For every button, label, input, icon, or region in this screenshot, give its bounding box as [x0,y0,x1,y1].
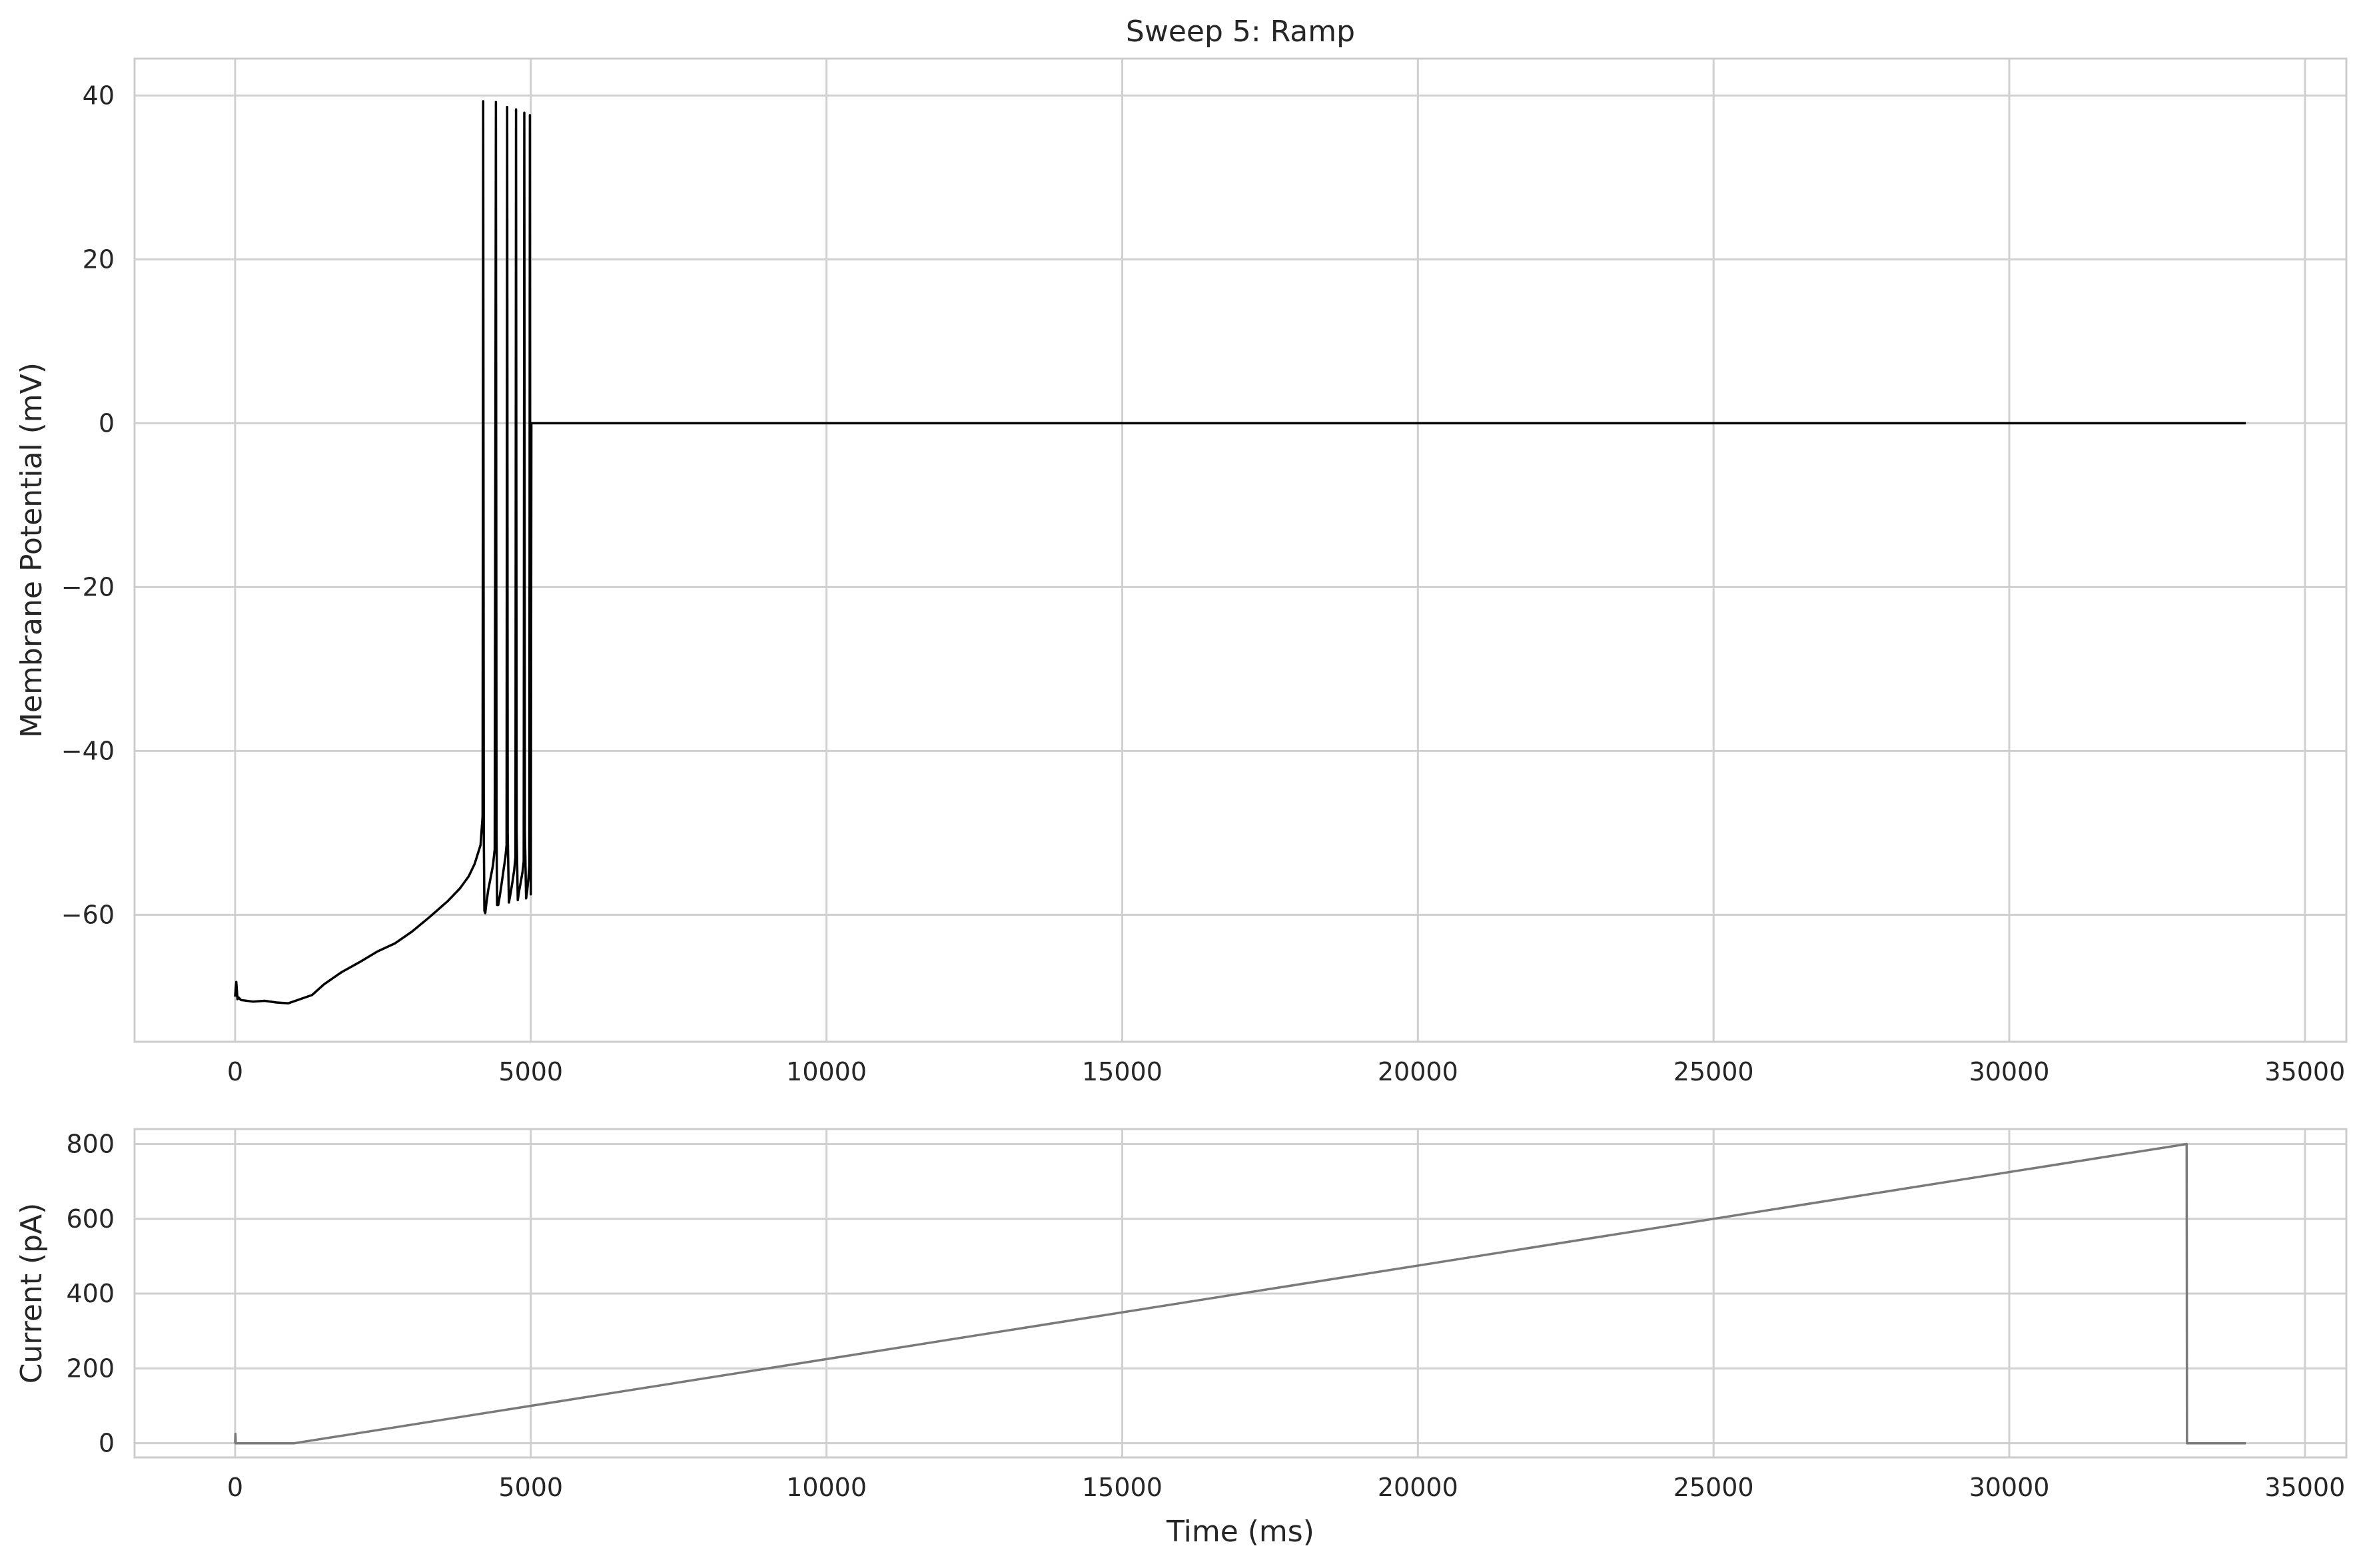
y-tick-label: 400 [66,1279,115,1308]
chart-title: Sweep 5: Ramp [1126,15,1355,49]
y-tick-label: 20 [83,244,115,274]
voltage-panel: 0 5000 10000 15000 20000 25000 30000 35000 −60 −4… [15,15,2348,1086]
y-tick-label: 0 [99,1429,115,1458]
x-tick-label: 30000 [1969,1057,2050,1086]
x-tick-label: 35000 [2264,1057,2345,1086]
y-tick-label: 40 [83,81,115,110]
y-tick-label: 800 [66,1129,115,1158]
x-tick-label: 10000 [786,1473,867,1502]
plot-frame [133,1128,2348,1459]
voltage-trace [234,100,2246,1004]
x-tick-label: 5000 [498,1473,563,1502]
y-tick-label: −60 [61,900,115,929]
y-axis-title: Membrane Potential (mV) [15,362,49,738]
x-tick-label: 20000 [1378,1057,1458,1086]
x-tick-label: 0 [227,1057,243,1086]
x-tick-label: 15000 [1082,1473,1163,1502]
y-tick-label: −20 [61,572,115,601]
x-tick-label: 25000 [1673,1473,1754,1502]
plot-frame [133,57,2348,1043]
x-tick-label: 15000 [1082,1057,1163,1086]
current-trace [234,1142,2246,1445]
x-tick-label: 35000 [2264,1473,2345,1502]
x-tick-label: 20000 [1378,1473,1458,1502]
x-tick-label: 25000 [1673,1057,1754,1086]
x-tick-label: 5000 [498,1057,563,1086]
y-tick-label: 600 [66,1204,115,1234]
y-tick-label: 200 [66,1354,115,1383]
x-tick-label: 10000 [786,1057,867,1086]
current-panel: 0 5000 10000 15000 20000 25000 30000 35000 0 200 4… [15,1128,2348,1549]
y-tick-label: 0 [99,408,115,438]
y-tick-label: −40 [61,736,115,765]
x-tick-label: 0 [227,1473,243,1502]
x-axis-title: Time (ms) [1166,1515,1314,1549]
y-axis-title: Current (pA) [15,1203,49,1384]
x-tick-label: 30000 [1969,1473,2050,1502]
